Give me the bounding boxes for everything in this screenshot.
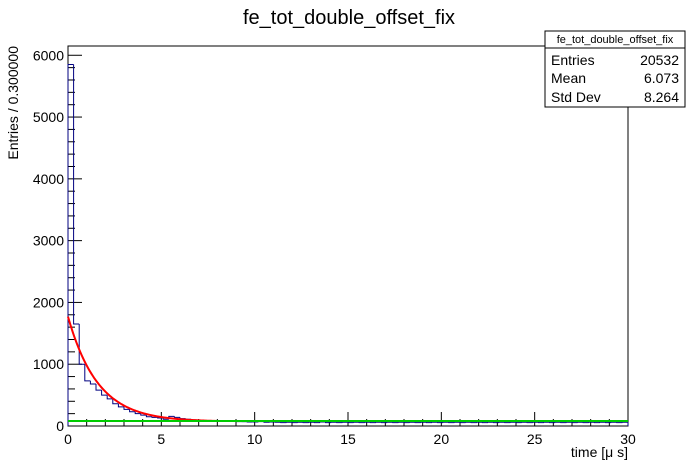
stats-entries-value: 20532 [640, 52, 679, 68]
stats-stddev-label: Std Dev [551, 89, 601, 105]
chart-title: fe_tot_double_offset_fix [243, 7, 455, 29]
y-tick-label: 4000 [33, 171, 64, 187]
y-tick-label: 0 [56, 418, 64, 434]
stats-title: fe_tot_double_offset_fix [557, 34, 674, 46]
stats-stddev-value: 8.264 [644, 89, 679, 105]
stats-box: fe_tot_double_offset_fix Entries 20532 M… [544, 30, 686, 108]
exponential-fit-curve [67, 316, 218, 422]
x-tick-label: 5 [157, 431, 165, 447]
histogram-bin [123, 406, 130, 410]
histogram-bin [73, 64, 80, 325]
x-axis: 0 5 10 15 20 25 30 [64, 412, 636, 447]
fit-curves [67, 316, 628, 423]
histogram-bin [101, 390, 108, 396]
histogram-bin [95, 383, 102, 391]
histogram-bin [151, 416, 158, 418]
histogram-bin [145, 415, 152, 418]
y-axis: 0 1000 2000 3000 4000 5000 6000 [33, 47, 82, 434]
histogram-bin [134, 411, 141, 415]
stats-entries-label: Entries [551, 52, 595, 68]
stats-box-frame [544, 30, 686, 108]
histogram-bin [162, 417, 169, 420]
plot-frame [67, 45, 629, 427]
x-tick-label: 0 [64, 431, 72, 447]
x-tick-label: 10 [247, 431, 263, 447]
histogram-bin [89, 380, 96, 385]
y-tick-label: 3000 [33, 233, 64, 249]
x-axis-label: time [μ s] [571, 444, 628, 460]
stats-mean-label: Mean [551, 70, 586, 86]
x-tick-label: 20 [434, 431, 450, 447]
histogram-bin [112, 398, 119, 405]
histogram-bin [78, 324, 85, 365]
histogram-bin [325, 421, 332, 424]
x-tick-label: 30 [620, 431, 636, 447]
y-tick-label: 1000 [33, 356, 64, 372]
histogram-bin [129, 409, 136, 413]
histogram-bin [67, 64, 74, 426]
histogram-bin [84, 364, 91, 382]
histogram-bin [140, 413, 147, 416]
y-tick-label: 6000 [33, 47, 64, 63]
histogram-bin [173, 416, 180, 418]
x-tick-label: 25 [527, 431, 543, 447]
x-tick-label: 15 [340, 431, 356, 447]
histogram-bin [117, 403, 124, 408]
histogram [67, 64, 629, 426]
y-tick-label: 5000 [33, 109, 64, 125]
histogram-bin [319, 421, 326, 423]
stats-mean-value: 6.073 [644, 70, 679, 86]
histogram-bin [106, 395, 113, 400]
y-axis-label: Entries / 0.300000 [5, 46, 21, 160]
y-tick-label: 2000 [33, 294, 64, 310]
